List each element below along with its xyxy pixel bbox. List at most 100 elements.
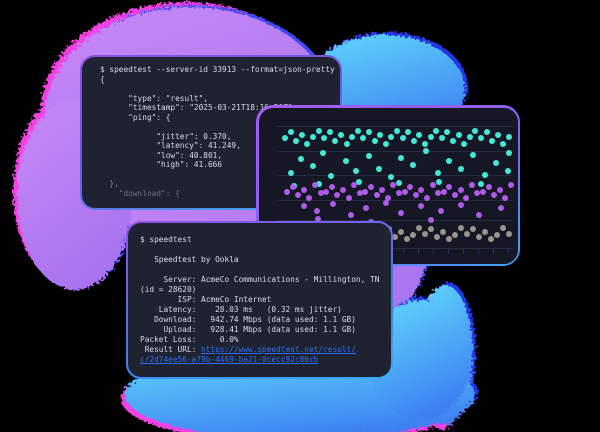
cyan-scatter-dot	[331, 137, 338, 144]
terminal-text: Speedtest by Ookla	[140, 255, 239, 264]
purple-scatter-dot	[347, 211, 354, 218]
gray-scatter-dot	[451, 231, 458, 238]
cyan-scatter-dot	[477, 180, 484, 187]
purple-scatter-dot	[451, 191, 458, 198]
purple-scatter-dot	[501, 194, 508, 201]
terminal-line: Download: 942.74 Mbps (data used: 1.1 GB…	[140, 315, 387, 325]
cyan-scatter-dot	[455, 131, 462, 138]
cyan-scatter-dot	[343, 140, 350, 147]
terminal-text: $ speedtest --server-id 33913 --format=j…	[100, 65, 335, 74]
terminal-line: ISP: AcmeCo Internet	[140, 295, 387, 305]
cyan-scatter-dot	[499, 140, 506, 147]
terminal-blank-line	[100, 84, 334, 94]
terminal-line: Upload: 928.41 Mbps (data used: 1.1 GB)	[140, 325, 387, 335]
cyan-scatter-dot	[481, 171, 488, 178]
cyan-scatter-dot	[494, 131, 501, 138]
purple-scatter-dot	[329, 200, 336, 207]
purple-scatter-dot	[507, 181, 514, 188]
purple-scatter-dot	[289, 183, 296, 190]
terminal-line: Server: AcmeCo Communications - Millingt…	[140, 275, 387, 285]
purple-scatter-dot	[300, 202, 307, 209]
terminal-line: },	[100, 179, 334, 189]
terminal-line: Packet Loss: 0.0%	[140, 335, 387, 345]
purple-scatter-dot	[339, 186, 346, 193]
purple-scatter-dot	[382, 199, 389, 206]
purple-scatter-dot	[406, 183, 413, 190]
terminal-text: "latency": 41.249,	[100, 141, 241, 150]
cyan-scatter-dot	[449, 137, 456, 144]
gray-scatter-dot	[499, 224, 506, 231]
purple-scatter-dot	[429, 181, 436, 188]
gray-scatter-dot	[391, 233, 398, 240]
purple-scatter-dot	[378, 186, 385, 193]
purple-scatter-dot	[362, 204, 369, 211]
cyan-scatter-dot	[435, 178, 442, 185]
cyan-scatter-dot	[404, 128, 411, 135]
plot-gridline	[276, 219, 513, 221]
purple-scatter-dot	[457, 186, 464, 193]
terminal-line: "ping": {	[100, 113, 334, 123]
cyan-scatter-dot	[352, 167, 359, 174]
purple-scatter-dot	[462, 194, 469, 201]
purple-scatter-dot	[389, 181, 396, 188]
cyan-scatter-dot	[287, 169, 294, 176]
cyan-scatter-dot	[315, 180, 322, 187]
cyan-scatter-dot	[410, 137, 417, 144]
cyan-scatter-dot	[438, 134, 445, 141]
gray-scatter-dot	[469, 225, 476, 232]
plot-axis-tick	[447, 247, 449, 254]
terminal-text: Packet Loss: 0.0%	[140, 335, 239, 344]
purple-scatter-dot	[300, 186, 307, 193]
cyan-scatter-dot	[297, 155, 304, 162]
terminal-text: ISP: AcmeCo Internet	[140, 295, 272, 304]
purple-scatter-dot	[479, 188, 486, 195]
cyan-scatter-dot	[471, 127, 478, 134]
terminal-text: Server: AcmeCo Communications - Millingt…	[140, 275, 380, 284]
gray-scatter-dot	[475, 233, 482, 240]
purple-scatter-dot	[322, 188, 329, 195]
cyan-scatter-dot	[342, 157, 349, 164]
terminal-line: "jitter": 0.370,	[100, 132, 334, 142]
purple-scatter-dot	[440, 188, 447, 195]
purple-scatter-dot	[397, 209, 404, 216]
result-url-link[interactable]: c/2d74ee56-a79b-4469-ba21-0cecc92c8bcb	[140, 355, 319, 364]
terminal-line: "low": 40.801,	[100, 151, 334, 161]
terminal-line: "timestamp": "2025-03-21T18:16:36Z",	[100, 103, 334, 113]
plot-axis-tick	[507, 247, 509, 254]
cyan-scatter-dot	[359, 134, 366, 141]
terminal-blank-line	[140, 245, 387, 255]
cyan-scatter-dot	[303, 140, 310, 147]
cyan-scatter-dot	[287, 128, 294, 135]
cyan-scatter-dot	[326, 128, 333, 135]
result-url-link[interactable]: https://www.speedtest.net/result/	[201, 345, 356, 354]
terminal-text: $ speedtest	[140, 235, 192, 244]
cyan-scatter-dot	[445, 157, 452, 164]
purple-scatter-dot	[434, 189, 441, 196]
purple-scatter-dot	[412, 191, 419, 198]
purple-scatter-dot	[401, 188, 408, 195]
cyan-scatter-dot	[387, 133, 394, 140]
cyan-scatter-dot	[415, 131, 422, 138]
cyan-scatter-dot	[395, 179, 402, 186]
plot-gridline	[276, 150, 513, 152]
terminal-text: "timestamp": "2025-03-21T18:16:36Z",	[100, 103, 298, 112]
purple-scatter-dot	[361, 188, 368, 195]
terminal-line: $ speedtest	[140, 235, 387, 245]
purple-scatter-dot	[437, 207, 444, 214]
gray-scatter-dot	[463, 230, 470, 237]
cyan-scatter-dot	[432, 127, 439, 134]
purple-scatter-dot	[373, 191, 380, 198]
terminal-text: (id = 28620)	[140, 285, 197, 294]
purple-scatter-dot	[427, 216, 434, 223]
cyan-scatter-dot	[505, 149, 512, 156]
cyan-scatter-dot	[309, 133, 316, 140]
cyan-scatter-dot	[434, 169, 441, 176]
terminal-line: Speedtest by Ookla	[140, 255, 387, 265]
terminal-line: "latency": 41.249,	[100, 141, 334, 151]
terminal-line: "bandwidth": 24097927	[100, 208, 334, 209]
cyan-scatter-dot	[355, 178, 362, 185]
purple-scatter-dot	[311, 181, 318, 188]
gray-scatter-dot	[415, 224, 422, 231]
purple-scatter-dot	[294, 191, 301, 198]
terminal-text: "low": 40.801,	[100, 150, 223, 160]
